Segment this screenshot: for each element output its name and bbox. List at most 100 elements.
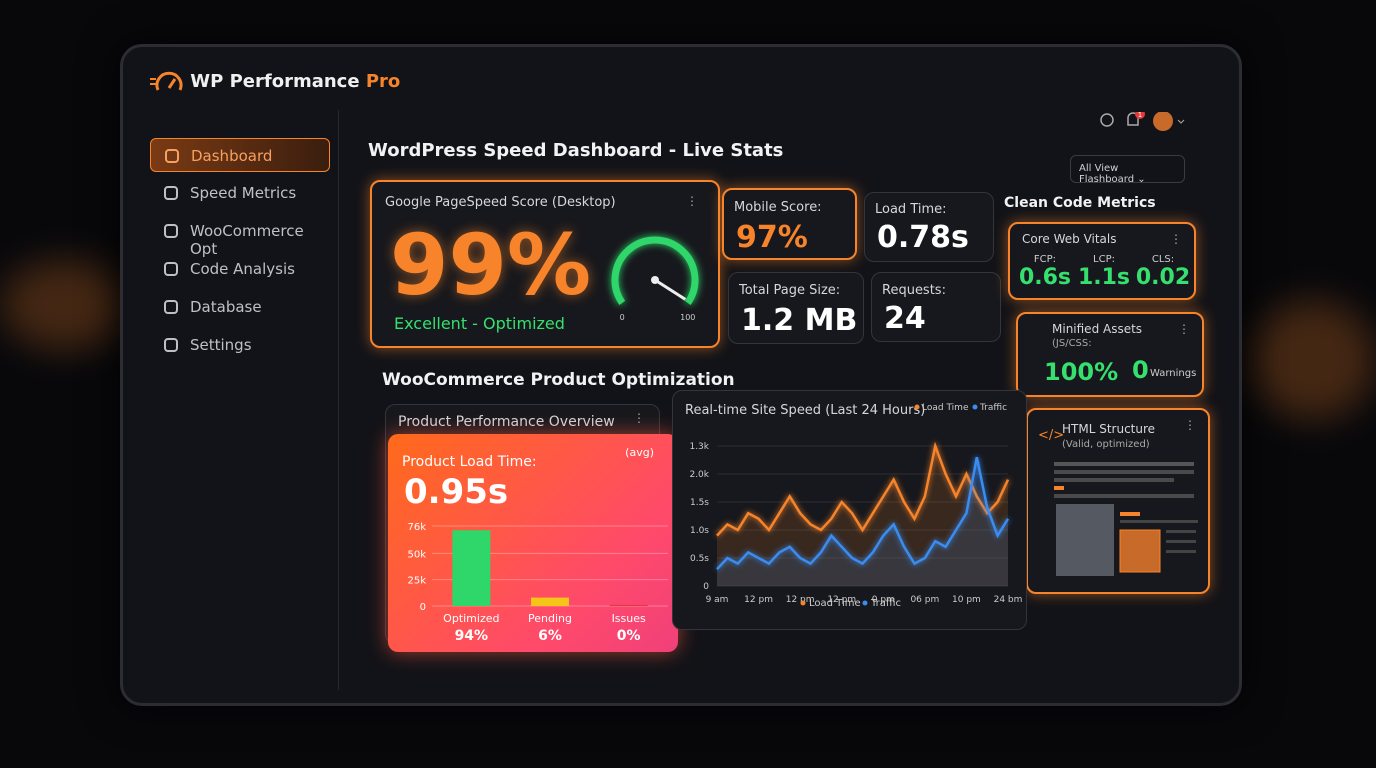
minified-subtitle: (JS/CSS: <box>1052 338 1092 349</box>
x-tick-label: 24 bm <box>994 595 1023 605</box>
y-tick-label: 0 <box>703 582 709 592</box>
stat-label: Requests: <box>882 283 946 298</box>
stat-value: 1.2 MB <box>741 303 858 338</box>
legend-swatch <box>800 600 806 606</box>
nav-item[interactable]: WooCommerce Opt <box>150 214 330 258</box>
cwv-value: 1.1s <box>1077 265 1131 290</box>
nav-item[interactable]: Database <box>150 290 330 324</box>
menu-dots[interactable]: ⋮ <box>1184 418 1196 432</box>
bar <box>452 530 491 606</box>
stat-card: Load Time: 0.78s <box>864 192 994 262</box>
cwv-label: LCP: <box>1093 254 1115 265</box>
html-title: HTML Structure <box>1062 422 1156 436</box>
menu-dots[interactable]: ⋮ <box>686 194 698 208</box>
gauge: 0 100 <box>611 236 699 322</box>
minified-title: Minified Assets <box>1052 322 1143 336</box>
pagespeed-status: Excellent - Optimized <box>394 314 565 333</box>
share-label: 94% <box>455 628 489 644</box>
menu-dots[interactable]: ⋮ <box>1178 322 1190 336</box>
badge <box>1135 109 1145 119</box>
gauge-needle <box>654 278 687 301</box>
html-card: </> HTML Structure (Valid, optimized) ⋮ <box>1026 408 1210 594</box>
nav-icon <box>164 186 178 200</box>
avatar[interactable] <box>1153 111 1173 131</box>
nav-item[interactable]: Settings <box>150 328 330 362</box>
legend-swatch <box>914 404 920 410</box>
section-title: Clean Code Metrics <box>1004 195 1156 211</box>
cwv-item: CLS: 0.02 <box>1134 254 1192 290</box>
x-tick-label: 12 pm <box>786 595 815 605</box>
stat-card: Total Page Size: 1.2 MB <box>728 272 864 344</box>
pagespeed-card: Google PageSpeed Score (Desktop) ⋮ 99% E… <box>370 180 720 348</box>
view-select-text: All View Flashboard <box>1079 163 1135 185</box>
notification-count: 1 <box>1138 112 1142 119</box>
section-title: WooCommerce Product Optimization <box>382 370 735 390</box>
nav-item[interactable]: Speed Metrics <box>150 176 330 210</box>
x-tick-label: Issues <box>612 612 646 625</box>
y-tick-label: 50k <box>407 549 426 560</box>
y-tick-label: 25k <box>407 576 426 587</box>
stat-label: Load Time: <box>875 202 947 217</box>
x-tick-label: 06 pm <box>910 595 939 605</box>
nav-icon <box>164 224 178 238</box>
nav-item[interactable]: Code Analysis <box>150 252 330 286</box>
pagespeed-score: 99% <box>390 216 592 314</box>
bg-glow <box>1250 300 1376 420</box>
nav-label: Code Analysis <box>190 260 295 278</box>
chevron <box>1177 119 1185 124</box>
html-subtitle: (Valid, optimized) <box>1062 439 1150 450</box>
bg-glow <box>0 260 130 350</box>
bar <box>609 604 648 606</box>
site-speed-title: Real-time Site Speed (Last 24 Hours) <box>685 403 926 418</box>
y-tick-label: 0 <box>420 602 426 613</box>
stat-card: Mobile Score: 97% <box>722 188 857 260</box>
series-area <box>717 457 1008 586</box>
y-tick-label: 76k <box>407 522 426 533</box>
view-select[interactable]: All View Flashboard ⌄ <box>1070 155 1185 185</box>
series-area <box>717 446 1008 586</box>
series-line <box>716 456 1010 571</box>
layout-illustration <box>1054 462 1198 576</box>
menu-dots[interactable]: ⋮ <box>1170 232 1182 246</box>
cwv-value: 0.6s <box>1018 265 1072 290</box>
pagespeed-title: Google PageSpeed Score (Desktop) <box>385 195 616 210</box>
header-icon-set: 1 <box>1100 109 1185 131</box>
y-tick-label: 2.0k <box>689 470 709 480</box>
load-note: (avg) <box>625 446 654 459</box>
warnings-count: 0 <box>1132 356 1149 384</box>
product-bar-chart: 0 25k 50k 76k Optimized 94% Pending 6% Issues 0% <box>407 522 668 644</box>
x-tick-label: Pending <box>528 612 572 625</box>
share-label: 0% <box>617 628 641 644</box>
x-tick-label: 10 pm <box>952 595 981 605</box>
divider <box>338 110 339 690</box>
logo[interactable]: WP Performance Pro <box>150 70 400 94</box>
nav-item[interactable]: Dashboard <box>150 138 330 172</box>
y-tick-label: 1.3k <box>689 442 709 452</box>
nav-icon <box>164 300 178 314</box>
stat-value: 97% <box>736 220 808 255</box>
x-tick-label: 12 pm <box>744 595 773 605</box>
cwv-item: LCP: 1.1s <box>1075 254 1133 290</box>
nav-label: Settings <box>190 336 252 354</box>
y-tick-label: 1.0s <box>690 526 709 536</box>
x-tick-label: 12 pm <box>827 595 856 605</box>
stat-label: Total Page Size: <box>739 283 841 298</box>
menu-dots[interactable]: ⋮ <box>633 411 645 425</box>
x-tick-label: 9 am <box>706 595 729 605</box>
nav-label: WooCommerce Opt <box>190 222 304 258</box>
sidebar: Dashboard Speed Metrics WooCommerce Opt Cod… <box>150 138 330 366</box>
cwv-label: FCP: <box>1033 254 1057 265</box>
cwv-card: Core Web Vitals ⋮ FCP: 0.6s LCP: 1.1s CLS: 0.… <box>1008 222 1196 300</box>
settings-icon[interactable] <box>1100 113 1114 127</box>
x-tick-label: 0 pm <box>872 595 895 605</box>
stat-value: 0.78s <box>877 220 969 255</box>
legend-label: Traffic <box>870 598 901 609</box>
legend-swatch <box>862 600 868 606</box>
site-speed-chart: 0 0.5s 1.0s 1.5s 2.0k 1.3k 9 am 12 pm 12 pm 12 pm… <box>689 403 1023 609</box>
legend-label: Traffic <box>979 403 1007 413</box>
stat-value: 24 <box>884 301 926 336</box>
app-name: WP Performance <box>190 71 360 92</box>
share-label: 6% <box>538 628 562 644</box>
nav-label: Speed Metrics <box>190 184 297 202</box>
